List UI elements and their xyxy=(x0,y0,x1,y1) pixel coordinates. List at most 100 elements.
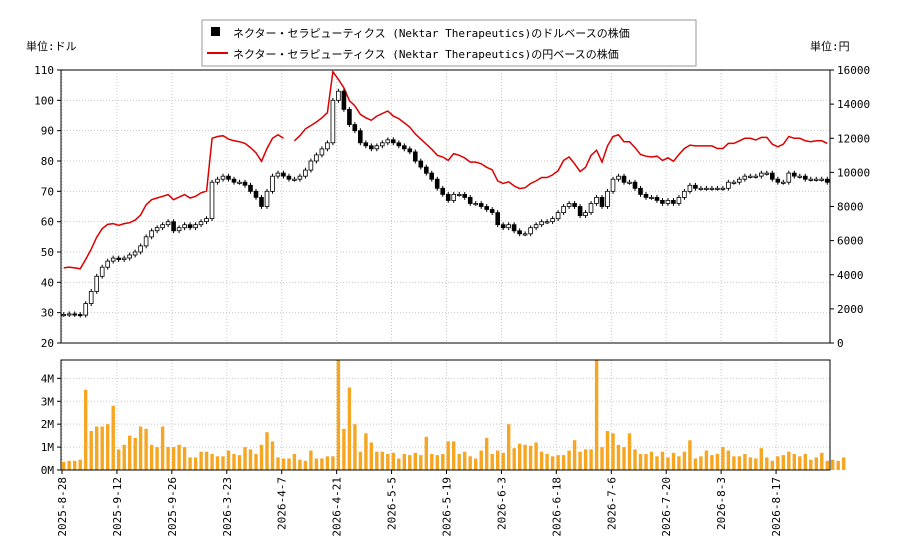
candle-body xyxy=(385,139,391,144)
candle-body xyxy=(77,314,83,317)
volume-bar xyxy=(358,451,363,470)
volume-bar xyxy=(144,428,148,471)
candle-body xyxy=(187,224,193,229)
volume-bar xyxy=(787,451,791,470)
candle-body xyxy=(198,221,204,226)
candle-body xyxy=(303,169,308,177)
yen-price-path xyxy=(63,69,828,270)
volume-bar xyxy=(803,454,807,470)
candle-body xyxy=(83,303,89,316)
volume-bar xyxy=(605,431,610,470)
volume-bar xyxy=(122,444,126,470)
candle-body xyxy=(627,181,632,184)
volume-bar xyxy=(303,460,308,470)
candle-body xyxy=(116,257,122,261)
candle-body xyxy=(99,266,105,277)
candle-body xyxy=(824,178,830,183)
candle-body xyxy=(182,224,187,229)
x-tick-label: 2026-4-21 xyxy=(331,477,344,537)
x-tick-label: 2026-7-6 xyxy=(605,477,618,530)
volume-bar xyxy=(831,459,835,470)
candle-body xyxy=(138,245,143,253)
volume-bar xyxy=(452,441,456,470)
candle-body xyxy=(220,175,226,180)
volume-bar xyxy=(474,458,478,470)
volume-bar xyxy=(226,450,231,470)
x-tick-label: 2026-8-3 xyxy=(715,477,728,530)
candle-body xyxy=(808,178,814,181)
volume-bar xyxy=(765,457,769,470)
candle-body xyxy=(693,184,698,189)
candle-body xyxy=(66,313,72,316)
candle-body xyxy=(813,178,819,181)
left-tick-label: 30 xyxy=(41,307,54,320)
volume-bar xyxy=(666,457,670,470)
volume-bar xyxy=(737,456,742,471)
candle-body xyxy=(423,166,429,174)
volume-bar xyxy=(748,457,753,470)
candle-body xyxy=(704,187,709,190)
volume-bar xyxy=(248,449,253,470)
left-tick-label: 40 xyxy=(41,276,54,289)
candle-body xyxy=(176,227,182,232)
candle-body xyxy=(605,190,610,207)
candle-body xyxy=(143,236,149,247)
volume-bar xyxy=(117,449,121,470)
volume-bar xyxy=(710,455,714,470)
candle-body xyxy=(160,224,165,229)
volume-bar xyxy=(281,458,286,470)
candle-body xyxy=(577,206,583,217)
volume-bar xyxy=(221,456,225,471)
candle-body xyxy=(407,148,413,153)
volume-bar xyxy=(496,450,500,470)
volume-bar xyxy=(292,454,297,470)
candle-body xyxy=(819,178,824,181)
candle-body xyxy=(352,124,358,132)
volume-tick-label: 4M xyxy=(41,372,55,385)
candle-body xyxy=(127,254,132,259)
right-tick-label: 4000 xyxy=(837,269,864,282)
legend-dollar-marker xyxy=(211,27,220,36)
volume-bar xyxy=(572,440,577,470)
legend-box xyxy=(201,19,697,67)
candle-body xyxy=(171,221,176,232)
candle-body xyxy=(314,154,319,162)
candle-body xyxy=(632,181,638,189)
volume-bar xyxy=(430,454,434,470)
volume-bar xyxy=(397,458,401,470)
volume-panel-frame xyxy=(60,359,831,471)
candle-body xyxy=(583,212,588,217)
candle-body xyxy=(434,178,440,189)
candle-body xyxy=(588,203,594,214)
candle-body xyxy=(506,224,511,229)
volume-bar xyxy=(95,426,99,470)
candle-body xyxy=(698,187,704,190)
candle-body xyxy=(616,175,621,180)
candle-body xyxy=(336,90,341,101)
volume-bar xyxy=(627,433,632,470)
left-unit-label: 単位:ドル xyxy=(26,39,77,53)
right-tick-label: 10000 xyxy=(837,166,870,179)
candle-body xyxy=(292,178,297,181)
candle-body xyxy=(484,206,489,210)
volume-bar xyxy=(616,444,621,470)
right-tick-label: 2000 xyxy=(837,303,864,316)
candle-body xyxy=(462,193,467,198)
volume-bar xyxy=(561,455,566,470)
volume-bar xyxy=(842,457,846,470)
volume-bar xyxy=(518,443,522,470)
volume-bar xyxy=(166,447,170,470)
volume-bar xyxy=(578,451,582,470)
volume-bar xyxy=(671,452,676,470)
volume-bar xyxy=(424,436,428,470)
volume-bar xyxy=(660,451,665,470)
candle-body xyxy=(500,224,506,229)
volume-bar xyxy=(73,460,77,470)
volume-bar xyxy=(106,424,110,470)
volume-bar xyxy=(781,455,785,470)
volume-bar xyxy=(594,360,599,470)
candle-body xyxy=(753,175,759,178)
volume-bar xyxy=(726,450,731,470)
candle-body xyxy=(341,90,347,110)
volume-axis: 0M 1M 2M 3M 4M xyxy=(41,372,61,477)
